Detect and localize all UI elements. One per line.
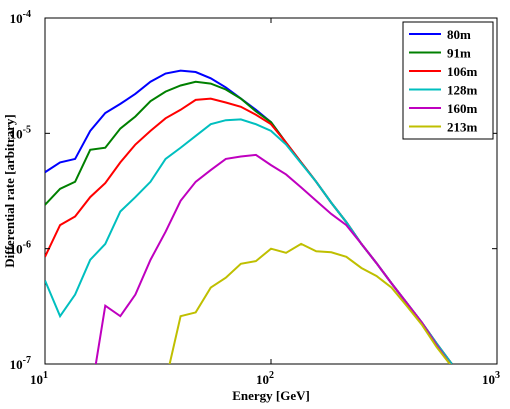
legend-label: 91m [447, 46, 471, 61]
x-tick-label: 101 [30, 370, 48, 387]
x-tick-label-base: 10 [256, 372, 269, 387]
y-tick-label-base: 10 [10, 242, 23, 257]
series-line [168, 242, 452, 364]
y-tick-label-exp: -7 [23, 355, 31, 366]
y-tick-label-exp: -4 [23, 9, 31, 20]
y-tick-label-base: 10 [10, 11, 23, 26]
legend-label: 160m [447, 101, 478, 116]
y-tick-label-base: 10 [10, 357, 23, 372]
y-tick-label: 10-7 [10, 355, 31, 372]
plot-lines [45, 69, 453, 364]
series-line [45, 153, 452, 364]
y-tick-label: 10-6 [10, 240, 31, 257]
x-tick-label-exp: 3 [495, 370, 500, 381]
x-tick-label-base: 10 [482, 372, 495, 387]
legend-box [402, 21, 494, 140]
legend-label: 213m [447, 120, 478, 135]
y-tick-label-exp: -6 [23, 240, 31, 251]
x-tick-label-exp: 2 [269, 370, 274, 381]
y-tick-label-base: 10 [10, 126, 23, 141]
legend-label: 106m [447, 64, 478, 79]
y-tick-label: 10-5 [10, 124, 31, 141]
x-tick-label-base: 10 [30, 372, 43, 387]
x-tick-label-exp: 1 [43, 370, 48, 381]
y-tick-label: 10-4 [10, 9, 31, 26]
legend-label: 80m [447, 27, 471, 42]
legend-label: 128m [447, 83, 478, 98]
x-tick-label: 103 [482, 370, 500, 387]
y-tick-label-exp: -5 [23, 124, 31, 135]
x-tick-label: 102 [256, 370, 274, 387]
x-axis-label: Energy [GeV] [232, 388, 310, 403]
y-axis-label: Differential rate [arbitrary] [2, 114, 17, 268]
